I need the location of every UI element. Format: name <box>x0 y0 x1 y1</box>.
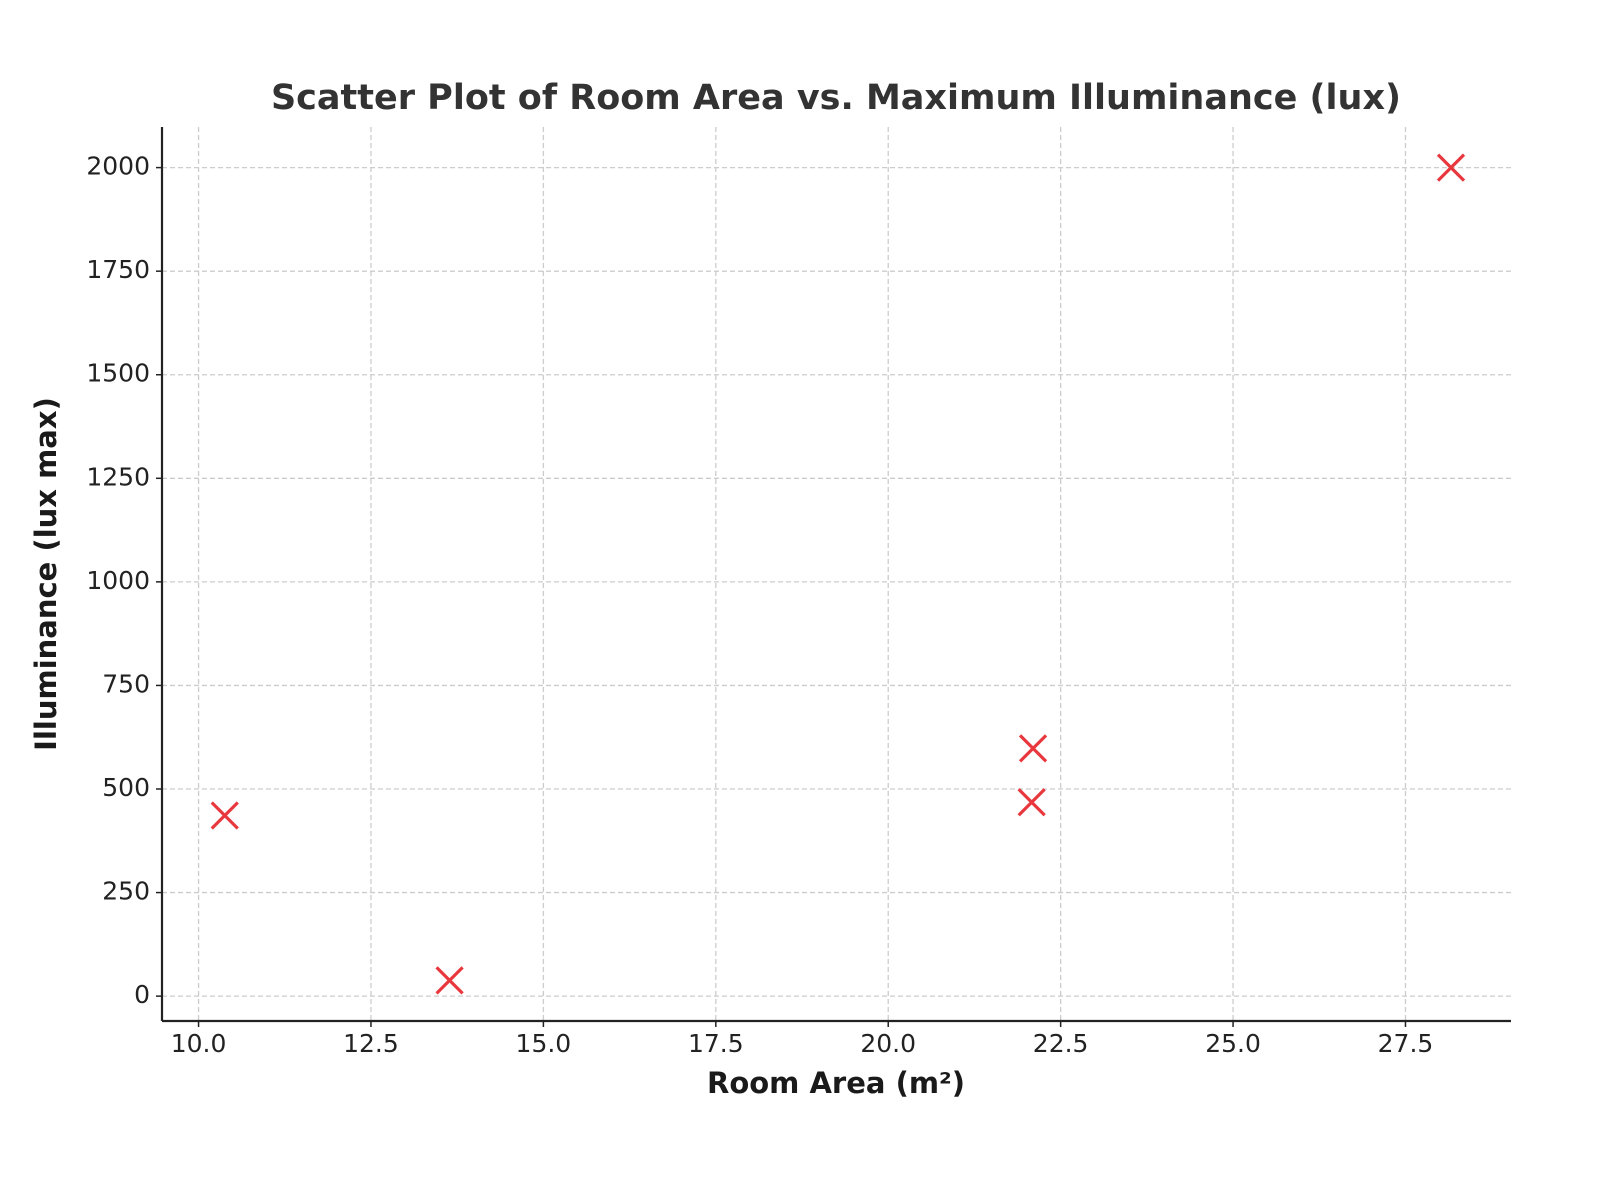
y-tick-label: 1750 <box>86 255 150 284</box>
y-tick-label: 500 <box>102 773 150 802</box>
point <box>1017 788 1046 817</box>
point <box>1018 734 1048 763</box>
x-tick-label: 15.0 <box>516 1029 572 1058</box>
point <box>210 801 239 830</box>
chart-title: Scatter Plot of Room Area vs. Maximum Il… <box>271 78 1401 118</box>
y-axis-label: Illuminance (lux max) <box>29 397 63 751</box>
y-tick-label: 250 <box>102 877 150 906</box>
x-tick-label: 20.0 <box>860 1029 916 1058</box>
point <box>1436 153 1466 182</box>
point <box>435 966 464 995</box>
x-tick-label: 12.5 <box>343 1029 399 1058</box>
y-tick-label: 0 <box>134 980 150 1009</box>
x-tick-label: 17.5 <box>688 1029 744 1058</box>
y-tick-label: 1250 <box>86 462 150 491</box>
y-tick-label: 750 <box>102 669 150 698</box>
y-tick-label: 2000 <box>86 152 150 181</box>
y-tick-label: 1000 <box>86 566 150 595</box>
x-tick-label: 25.0 <box>1205 1029 1261 1058</box>
y-tick-label: 1500 <box>86 359 150 388</box>
x-tick-label: 27.5 <box>1378 1029 1434 1058</box>
x-tick-label: 22.5 <box>1033 1029 1089 1058</box>
x-tick-label: 10.0 <box>171 1029 227 1058</box>
x-axis-label: Room Area (m²) <box>707 1066 965 1100</box>
